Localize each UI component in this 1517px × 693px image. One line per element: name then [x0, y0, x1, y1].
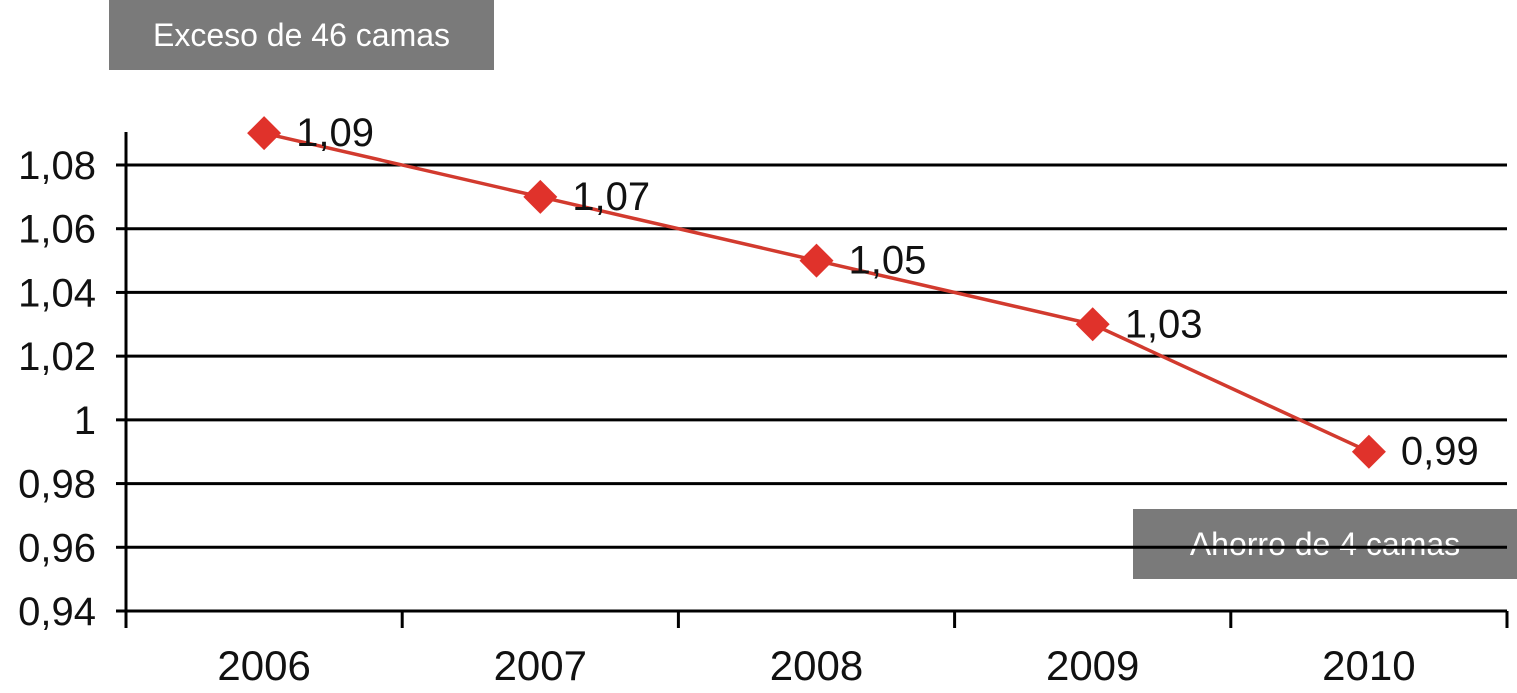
y-tick-label: 1: [74, 399, 96, 443]
y-tick-label: 0,94: [18, 590, 96, 634]
axes: [116, 132, 1509, 628]
x-tick-label: 2009: [1046, 642, 1139, 689]
y-tick-label: 0,98: [18, 463, 96, 507]
x-tick-label: 2006: [217, 642, 310, 689]
data-point-marker: [247, 116, 282, 151]
y-tick-label: 1,04: [18, 271, 96, 315]
y-tick-label: 0,96: [18, 526, 96, 570]
data-label: 1,03: [1125, 302, 1203, 346]
data-label: 1,09: [296, 111, 374, 155]
x-tick-label: 2008: [770, 642, 863, 689]
annotation-saved-beds: Ahorro de 4 camas: [1133, 509, 1517, 579]
x-tick-label: 2010: [1322, 642, 1415, 689]
data-label: 1,05: [849, 239, 927, 283]
y-tick-labels: 0,94 0,96 0,98 1 1,02 1,04 1,06 1,08: [18, 144, 96, 634]
series: [247, 116, 1386, 469]
data-point-marker: [523, 179, 558, 214]
x-tick-label: 2007: [494, 642, 587, 689]
y-tick-label: 1,02: [18, 335, 96, 379]
annotation-excess-beds: Exceso de 46 camas: [109, 0, 494, 70]
data-point-marker: [1351, 434, 1386, 469]
data-point-marker: [1075, 307, 1110, 342]
data-label: 0,99: [1401, 430, 1479, 474]
data-point-marker: [799, 243, 834, 278]
x-tick-labels: 2006 2007 2008 2009 2010: [217, 642, 1415, 689]
y-tick-label: 1,06: [18, 208, 96, 252]
data-labels: 1,09 1,07 1,05 1,03 0,99: [296, 111, 1479, 474]
gridlines: [126, 163, 1507, 549]
y-tick-label: 1,08: [18, 144, 96, 188]
data-label: 1,07: [572, 175, 650, 219]
